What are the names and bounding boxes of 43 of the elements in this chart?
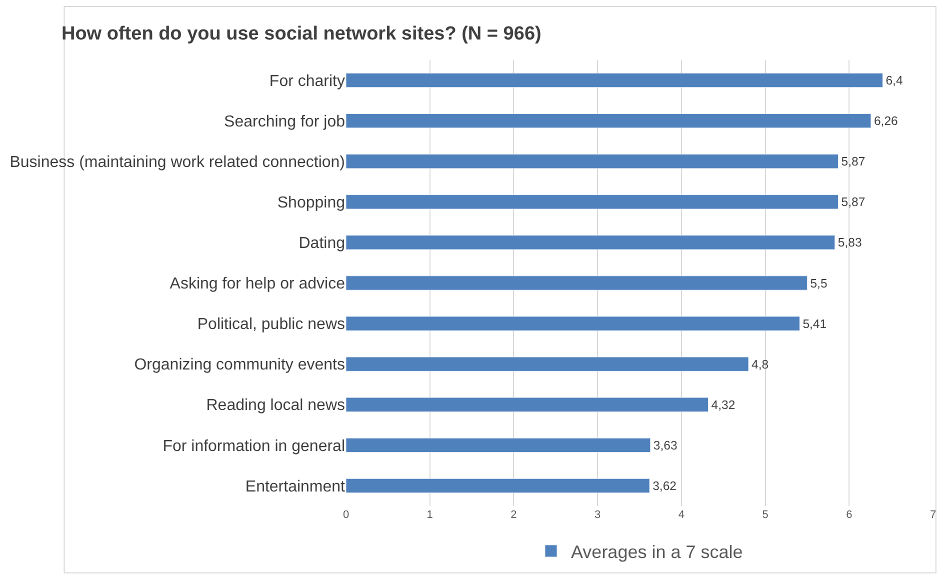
y-tick-label: For charity — [269, 72, 345, 90]
y-tick-label: Searching for job — [224, 113, 346, 130]
bar — [346, 113, 872, 128]
bar — [346, 72, 883, 88]
data-label: 3,63 — [653, 438, 678, 452]
bar — [346, 438, 651, 453]
data-label: 6,4 — [886, 74, 903, 88]
data-label: 5,41 — [802, 316, 827, 331]
y-tick-label: Shopping — [277, 194, 345, 212]
y-tick-label: Entertainment — [245, 478, 346, 496]
bar — [346, 276, 808, 290]
y-tick-label: Asking for help or advice — [170, 276, 346, 293]
data-label: 6,26 — [874, 114, 898, 128]
bar — [346, 154, 838, 169]
bar — [346, 194, 838, 210]
x-tick-label: 6 — [846, 509, 852, 521]
bar — [346, 235, 836, 250]
x-tick-label: 3 — [594, 509, 601, 521]
chart-title: How often do you use social network sites? (N = 966) — [61, 23, 542, 44]
y-tick-label: Business (maintaining work related connection) — [10, 154, 345, 171]
y-tick-label: Organizing community events — [134, 356, 345, 374]
data-label: 5,83 — [838, 236, 862, 250]
bar — [346, 478, 650, 494]
data-label: 5,87 — [841, 195, 866, 210]
data-label: 3,62 — [652, 478, 677, 493]
y-tick-label: Political, public news — [197, 316, 345, 334]
data-label: 4,8 — [752, 357, 769, 372]
data-label: 5,5 — [810, 276, 828, 290]
x-tick-label: 2 — [510, 509, 517, 521]
legend-label: Averages in a 7 scale — [571, 542, 743, 562]
data-label: 4,32 — [711, 398, 736, 412]
x-tick-label: 1 — [426, 509, 433, 521]
bar — [346, 356, 749, 372]
bar — [346, 397, 709, 412]
y-tick-label: For information in general — [162, 438, 345, 455]
y-tick-label: Dating — [298, 235, 345, 252]
data-label: 5,87 — [841, 154, 866, 169]
x-tick-label: 7 — [930, 509, 936, 521]
bar — [346, 316, 800, 331]
x-tick-label: 4 — [678, 509, 684, 521]
x-tick-label: 0 — [342, 509, 350, 521]
x-tick-label: 5 — [762, 509, 768, 521]
y-tick-label: Reading local news — [206, 397, 345, 414]
